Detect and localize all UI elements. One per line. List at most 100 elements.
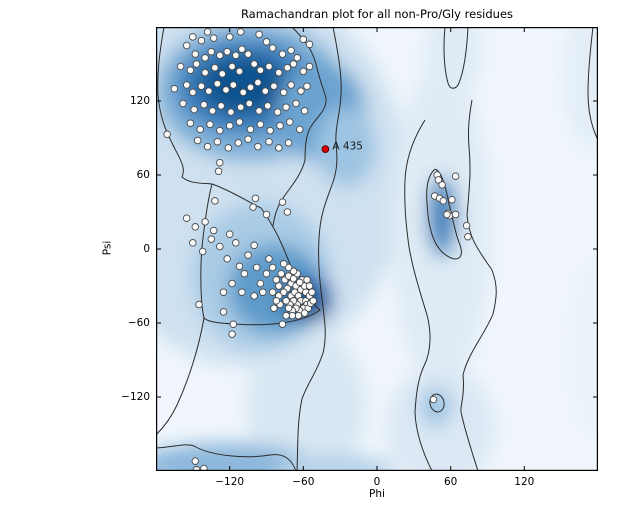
- residue-point: [227, 108, 235, 116]
- residue-point: [193, 136, 202, 145]
- residue-point: [262, 38, 271, 46]
- residue-point: [254, 78, 262, 87]
- residue-point: [190, 105, 198, 114]
- residue-point: [303, 82, 311, 90]
- residue-point: [246, 83, 255, 92]
- residue-point: [443, 210, 451, 219]
- residue-point: [295, 278, 304, 287]
- residue-point: [254, 142, 262, 151]
- residue-point: [287, 81, 295, 89]
- residue-point: [250, 60, 258, 68]
- residue-point: [429, 395, 438, 404]
- residue-point: [256, 120, 265, 129]
- residue-point: [198, 247, 207, 256]
- residue-point: [206, 120, 214, 129]
- residue-point: [279, 260, 288, 268]
- residue-point: [208, 107, 217, 115]
- residue-point: [219, 308, 228, 316]
- residue-point: [284, 263, 293, 272]
- residue-point: [236, 103, 245, 111]
- residue-points: [163, 28, 472, 471]
- residue-point: [216, 126, 224, 135]
- residue-point: [245, 99, 254, 108]
- residue-point: [300, 309, 309, 317]
- residue-point: [189, 33, 197, 41]
- residue-point: [189, 88, 197, 97]
- residue-point: [284, 139, 293, 147]
- residue-point: [439, 197, 448, 205]
- residue-point: [170, 84, 179, 93]
- residue-point: [225, 230, 234, 238]
- residue-point: [191, 457, 200, 465]
- residue-point: [262, 269, 271, 278]
- residue-point: [222, 86, 230, 94]
- residue-point: [186, 66, 195, 74]
- residue-point: [289, 274, 298, 283]
- residue-point: [197, 36, 206, 45]
- residue-point: [250, 241, 258, 250]
- residue-point: [288, 311, 297, 320]
- residue-point: [244, 50, 252, 58]
- residue-point: [207, 47, 216, 56]
- residue-point: [451, 172, 460, 180]
- axes-frame: [156, 27, 598, 471]
- residue-point: [246, 125, 255, 134]
- residue-point: [224, 144, 233, 152]
- residue-point: [263, 102, 272, 110]
- residue-point: [238, 45, 246, 53]
- residue-point: [207, 235, 216, 243]
- residue-point: [182, 214, 191, 222]
- residue-point: [282, 103, 290, 111]
- x-axis-label: Phi: [369, 488, 385, 500]
- residue-point: [289, 60, 298, 68]
- residue-point: [186, 119, 195, 127]
- residue-point: [192, 60, 201, 68]
- residue-point: [182, 81, 191, 89]
- residue-point: [299, 67, 308, 76]
- x-tick-label: 0: [373, 476, 381, 488]
- residue-point: [308, 288, 316, 296]
- residue-point: [292, 99, 300, 108]
- residue-point: [235, 118, 244, 126]
- residue-point: [236, 28, 245, 36]
- residue-point: [279, 288, 288, 296]
- y-tick-label: −120: [121, 391, 150, 403]
- residue-point: [259, 288, 267, 296]
- x-tick-label: −60: [292, 476, 315, 488]
- residue-point: [191, 223, 200, 231]
- residue-point: [200, 464, 208, 471]
- residue-point: [218, 70, 227, 78]
- x-tick-label: 120: [514, 476, 535, 488]
- residue-point: [448, 195, 456, 204]
- residue-point: [282, 297, 290, 305]
- residue-point: [232, 51, 240, 60]
- residue-point: [209, 226, 218, 235]
- residue-point: [275, 68, 283, 77]
- residue-point: [239, 88, 247, 97]
- residue-point: [244, 251, 252, 259]
- residue-point: [464, 232, 472, 241]
- residue-point: [270, 82, 278, 90]
- residue-point: [211, 197, 219, 205]
- residue-point: [268, 263, 277, 272]
- residue-point: [272, 297, 281, 305]
- residue-point: [189, 239, 197, 247]
- residue-point: [228, 279, 236, 288]
- residue-point: [201, 218, 209, 226]
- residue-point: [197, 82, 206, 90]
- plot-canvas: A 435: [156, 27, 598, 471]
- residue-point: [303, 276, 311, 284]
- residue-point: [225, 121, 234, 130]
- residue-point: [434, 176, 443, 184]
- residue-point: [223, 47, 231, 56]
- residue-point: [228, 330, 236, 338]
- residue-point: [270, 304, 278, 312]
- residue-point: [283, 208, 292, 216]
- residue-point: [250, 292, 258, 300]
- residue-point: [196, 125, 204, 134]
- residue-point: [262, 210, 271, 219]
- y-tick-label: 120: [129, 95, 150, 107]
- residue-point: [255, 30, 263, 39]
- x-tick-label: −120: [215, 476, 245, 488]
